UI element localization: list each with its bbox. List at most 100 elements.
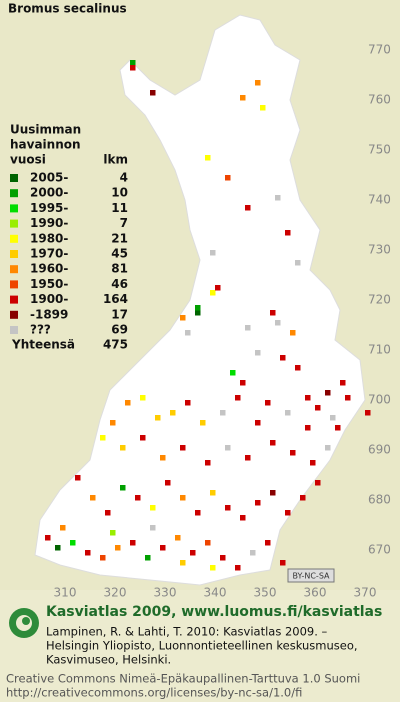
logo	[9, 608, 39, 638]
square	[215, 285, 221, 291]
finland-outline	[34, 14, 366, 586]
square	[270, 440, 276, 446]
legend-label: 2005-	[30, 171, 68, 185]
legend-swatch	[10, 234, 18, 243]
square	[305, 395, 311, 401]
square	[295, 260, 301, 266]
square	[130, 60, 136, 66]
square	[175, 535, 181, 541]
cc-badge	[287, 568, 335, 583]
square	[245, 325, 251, 331]
legend-count: 11	[111, 201, 128, 215]
y-tick-label: 720	[368, 293, 391, 307]
square	[295, 365, 301, 371]
square	[130, 65, 136, 71]
legend-swatch	[10, 310, 18, 319]
count-header: lkm	[103, 153, 128, 167]
square	[270, 310, 276, 316]
square	[105, 510, 111, 516]
square	[260, 105, 266, 111]
legend-swatch	[10, 219, 18, 228]
square	[90, 495, 96, 501]
square	[195, 305, 201, 311]
legend-count: 164	[103, 292, 128, 306]
square	[45, 535, 51, 541]
brand: Kasviatlas 2009, www.luomus.fi/kasviatla…	[46, 604, 382, 620]
x-tick-label: 350	[254, 586, 277, 600]
square	[325, 445, 331, 451]
legend-label: 1990-	[30, 216, 68, 230]
square	[195, 510, 201, 516]
legend-swatch	[10, 174, 18, 182]
reference-line: Helsingin Yliopisto, Luonnontieteellinen…	[46, 639, 358, 653]
legend-swatch	[10, 265, 18, 274]
square	[85, 550, 91, 556]
x-tick-label: 330	[154, 586, 177, 600]
legend-title: Uusimman	[10, 123, 81, 137]
y-tick-label: 670	[368, 543, 391, 557]
square	[125, 400, 131, 406]
license-line: Creative Commons Nimeä-Epäkaupallinen-Ta…	[6, 672, 360, 686]
square	[255, 80, 261, 86]
legend-swatch	[10, 250, 18, 258]
square	[270, 490, 276, 496]
legend-label: 1980-	[30, 231, 68, 245]
square	[365, 410, 371, 416]
square	[315, 480, 321, 486]
square	[225, 505, 231, 511]
y-tick-label: 710	[368, 343, 391, 357]
square	[210, 250, 216, 256]
total-label: Yhteensä	[11, 338, 75, 352]
square	[220, 410, 226, 416]
legend-count: 45	[111, 247, 128, 261]
square	[130, 540, 136, 546]
square	[255, 500, 261, 506]
legend-swatch	[10, 295, 18, 304]
square	[325, 390, 331, 396]
y-tick-label: 690	[368, 443, 391, 457]
legend-label: 1995-	[30, 201, 68, 215]
square	[195, 310, 201, 316]
square	[280, 560, 286, 566]
square	[75, 475, 81, 481]
y-tick-label: 770	[368, 43, 391, 57]
square	[100, 435, 106, 441]
square	[335, 425, 341, 431]
squares	[45, 60, 371, 571]
square	[155, 415, 161, 421]
legend-count: 69	[111, 323, 128, 337]
square	[310, 460, 316, 466]
square	[110, 420, 116, 426]
square	[230, 370, 236, 376]
y-tick-label: 700	[368, 393, 391, 407]
square	[205, 155, 211, 161]
square	[110, 530, 116, 536]
legend-swatch	[10, 204, 18, 213]
x-tick-label: 310	[54, 586, 77, 600]
square	[115, 545, 121, 551]
square	[290, 330, 296, 336]
legend-swatch	[10, 280, 18, 289]
square	[225, 445, 231, 451]
square	[240, 380, 246, 386]
legend-title: havainnon	[10, 138, 81, 152]
x-tick-label: 340	[204, 586, 227, 600]
square	[305, 425, 311, 431]
square	[70, 540, 76, 546]
total-count: 475	[103, 338, 128, 352]
square	[120, 445, 126, 451]
y-tick-label: 760	[368, 93, 391, 107]
square	[150, 505, 156, 511]
square	[165, 480, 171, 486]
square	[235, 395, 241, 401]
square	[300, 495, 306, 501]
square	[255, 350, 261, 356]
square	[210, 565, 216, 571]
square	[150, 90, 156, 96]
reference-line: Kasvimuseo, Helsinki.	[46, 653, 171, 667]
square	[275, 320, 281, 326]
x-tick-label: 370	[354, 586, 377, 600]
y-tick-label: 740	[368, 193, 391, 207]
cc-badge-text: BY-NC-SA	[292, 572, 330, 581]
